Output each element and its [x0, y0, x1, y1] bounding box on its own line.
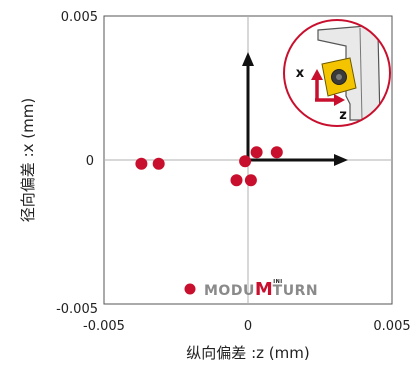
brand-part2: TURN: [273, 283, 318, 299]
data-points: [135, 146, 283, 187]
data-point: [135, 157, 148, 170]
x-tick-label-1: 0: [244, 319, 252, 334]
x-axis-title: 纵向偏差 :z (mm): [186, 344, 309, 362]
inset-z-arrow-head: [334, 94, 345, 106]
data-point: [230, 174, 243, 187]
insert-screw-center-icon: [336, 74, 342, 80]
y-tick-label-0: 0.005: [61, 10, 98, 25]
x-tick-label-2: 0.005: [373, 319, 410, 334]
direction-arrows: [242, 52, 348, 166]
data-point: [250, 146, 263, 159]
brand-dot-icon: [184, 283, 196, 295]
inset-border: [283, 19, 391, 127]
y-axis-title: 径向偏差 :x (mm): [19, 98, 37, 222]
y-tick-label-2: -0.005: [56, 302, 98, 317]
data-point: [244, 174, 257, 187]
inset-x-arrow-head: [311, 69, 323, 80]
brand-logo: MODUMINI TURN: [184, 279, 318, 300]
tool-holder-edge: [359, 27, 363, 121]
data-point: [152, 157, 165, 170]
brand-sup: INI: [273, 279, 282, 285]
tool-orientation-inset: x z: [283, 19, 391, 127]
y-tick-label-1: 0: [86, 154, 94, 169]
inset-z-label: z: [339, 108, 347, 123]
x-direction-arrow-head: [242, 52, 254, 66]
z-direction-arrow-head: [334, 154, 348, 166]
x-tick-label-0: -0.005: [83, 319, 125, 334]
brand-accent: M: [255, 279, 273, 300]
data-point: [270, 146, 283, 159]
data-point: [239, 155, 252, 168]
brand-part1: MODU: [204, 283, 255, 299]
brand-wordmark: MODUMINI TURN: [204, 279, 318, 300]
inset-x-label: x: [296, 66, 305, 81]
